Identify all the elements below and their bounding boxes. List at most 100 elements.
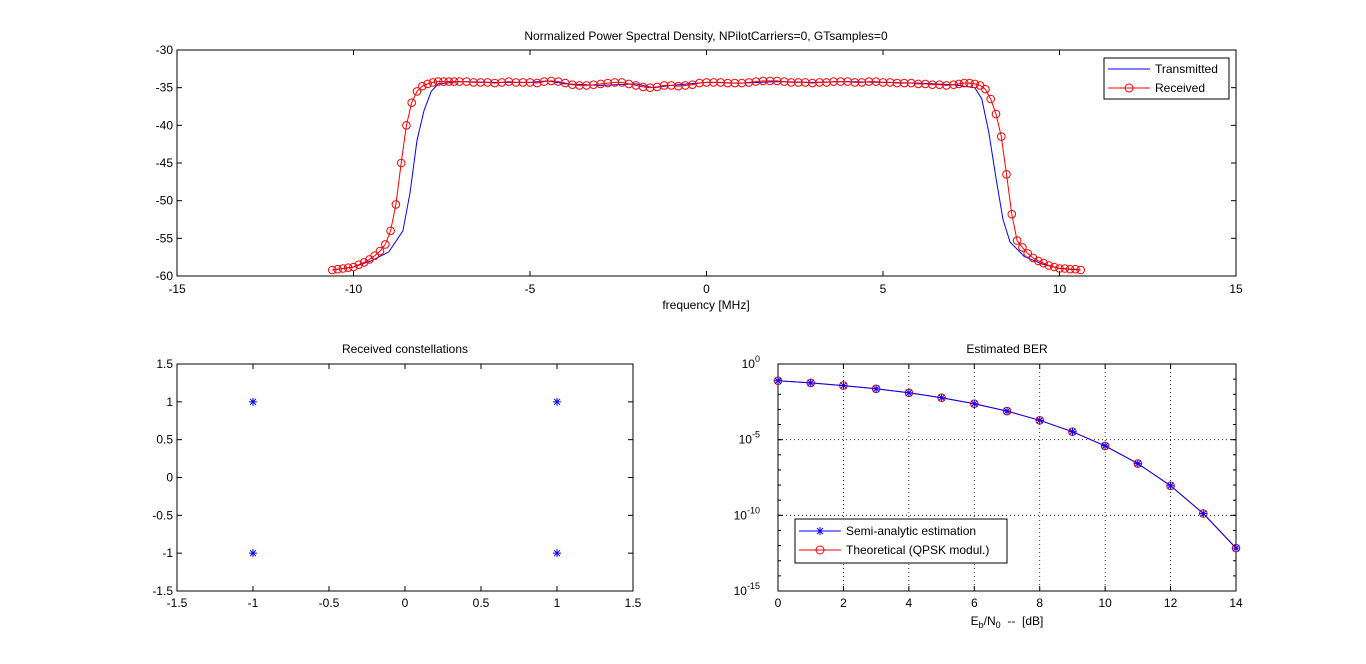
psd-point-received bbox=[674, 81, 683, 91]
psd-ytick-label: -60 bbox=[156, 269, 174, 283]
constellation-axes-frame bbox=[176, 363, 634, 592]
ber-xlabel-sub-0: 0 bbox=[996, 620, 1001, 630]
const-ytick-label: -0.5 bbox=[152, 508, 173, 522]
psd-axes-frame bbox=[176, 49, 1237, 277]
psd-point-received bbox=[744, 78, 754, 87]
ber-xlabel: Eb/N0 -- [dB] bbox=[971, 614, 1044, 630]
psd-point-received bbox=[829, 77, 838, 86]
psd-point-received bbox=[1028, 253, 1038, 263]
const-xtick-label: 1.5 bbox=[625, 596, 642, 610]
psd-point-received bbox=[518, 78, 528, 87]
psd-xtick-label: 0 bbox=[703, 282, 710, 296]
const-ytick-label: -1.5 bbox=[152, 584, 173, 598]
ber-grid bbox=[778, 364, 1236, 591]
const-xtick-label: -1.5 bbox=[167, 596, 188, 610]
ber-xlabel-unit: -- [dB] bbox=[1001, 614, 1044, 628]
const-xtick-label: -0.5 bbox=[319, 596, 340, 610]
psd-xtick-label: 5 bbox=[880, 282, 887, 296]
psd-point-received bbox=[375, 246, 385, 256]
psd-point-received bbox=[428, 78, 438, 87]
psd-point-received bbox=[462, 77, 471, 86]
psd-xlabel: frequency [MHz] bbox=[662, 298, 749, 312]
psd-plot: -15 -10 -5 0 5 10 15-30-35-40-45-50-55-60 Norm… bbox=[156, 29, 1243, 312]
ber-point-semi-analytic bbox=[774, 376, 782, 385]
psd-point-received bbox=[402, 121, 411, 130]
psd-point-received bbox=[709, 78, 718, 87]
psd-point-received bbox=[511, 78, 521, 87]
const-ytick-label: 1.5 bbox=[156, 357, 173, 371]
ber-legend-box bbox=[794, 518, 1008, 564]
psd-legend-box bbox=[1103, 57, 1230, 100]
constellation-point bbox=[553, 549, 561, 558]
ber-xtick-label: 6 bbox=[971, 596, 978, 610]
psd-point-received bbox=[1049, 262, 1059, 272]
legend-theoretical-marker bbox=[815, 545, 825, 555]
ber-ytick-base: 10 bbox=[734, 508, 748, 522]
ber-ytick-exp: -15 bbox=[747, 581, 760, 591]
psd-point-received bbox=[412, 87, 422, 96]
psd-point-received bbox=[1071, 264, 1080, 274]
ber-xtick-label: 0 bbox=[775, 596, 782, 610]
ber-title: Estimated BER bbox=[966, 342, 1048, 356]
legend-transmitted-label: Transmitted bbox=[1155, 62, 1218, 76]
psd-point-received bbox=[850, 78, 860, 87]
psd-legend: Transmitted Received bbox=[1103, 57, 1230, 100]
psd-point-received bbox=[381, 240, 390, 249]
psd-point-received bbox=[575, 81, 584, 90]
psd-point-received bbox=[1002, 170, 1011, 179]
const-ytick-label: 1 bbox=[166, 395, 173, 409]
ber-ytick-exp: -5 bbox=[752, 430, 760, 440]
legend-semi-analytic-marker bbox=[816, 527, 824, 535]
psd-point-received bbox=[878, 78, 888, 87]
psd-ytick-label: -35 bbox=[156, 81, 174, 95]
ber-ytick-base: 10 bbox=[734, 584, 748, 598]
ber-point-semi-analytic bbox=[839, 381, 848, 390]
legend-theoretical-label: Theoretical (QPSK modul.) bbox=[846, 543, 989, 557]
ber-xtick-label: 10 bbox=[1098, 596, 1112, 610]
psd-point-received bbox=[970, 79, 980, 89]
ber-point-semi-analytic bbox=[872, 384, 881, 393]
psd-point-received bbox=[396, 158, 406, 168]
psd-point-received bbox=[582, 81, 591, 90]
psd-point-received bbox=[965, 78, 974, 88]
ber-ytick-exp: 0 bbox=[755, 354, 760, 364]
psd-point-received bbox=[935, 80, 944, 89]
const-xtick-label: -1 bbox=[248, 596, 259, 610]
ber-xlabel-e: E bbox=[971, 614, 979, 628]
psd-point-received bbox=[794, 78, 803, 87]
ber-xtick-label: 2 bbox=[840, 596, 847, 610]
constellation-ticks: -1.5 -1 -0.5 0 0.5 1 1.5 1.5 1 0.5 0 -0.5 -1 -1.5 bbox=[152, 357, 641, 610]
psd-ytick-label: -30 bbox=[156, 43, 174, 57]
psd-point-received bbox=[1044, 261, 1054, 270]
psd-series bbox=[328, 76, 1085, 275]
psd-point-received bbox=[354, 260, 364, 270]
ber-xtick-label: 12 bbox=[1164, 596, 1178, 610]
psd-point-received bbox=[343, 263, 353, 273]
const-ytick-label: -1 bbox=[162, 546, 173, 560]
psd-point-received bbox=[815, 78, 824, 87]
const-ytick-label: 0 bbox=[166, 471, 173, 485]
psd-ytick-label: -55 bbox=[156, 231, 174, 245]
psd-point-received bbox=[1034, 256, 1043, 266]
psd-point-received bbox=[333, 264, 342, 274]
psd-point-received bbox=[349, 262, 358, 272]
psd-point-received bbox=[1065, 264, 1075, 274]
psd-xtick-label: -10 bbox=[345, 282, 363, 296]
ber-xlabel-n: /N bbox=[984, 614, 996, 628]
psd-point-received bbox=[386, 226, 395, 236]
ber-xtick-label: 4 bbox=[906, 596, 913, 610]
psd-xtick-label: -15 bbox=[168, 282, 186, 296]
psd-point-received bbox=[997, 132, 1006, 141]
const-xtick-label: 0.5 bbox=[473, 596, 490, 610]
psd-xtick-label: 15 bbox=[1229, 282, 1243, 296]
ber-point-semi-analytic bbox=[1003, 407, 1011, 416]
psd-ticks: -15 -10 -5 0 5 10 15-30-35-40-45-50-55-60 bbox=[156, 43, 1243, 296]
psd-point-received bbox=[1039, 258, 1048, 268]
psd-point-received bbox=[469, 78, 478, 87]
psd-ytick-label: -40 bbox=[156, 118, 174, 132]
psd-point-received bbox=[928, 80, 937, 89]
psd-point-received bbox=[546, 76, 556, 86]
ber-point-semi-analytic bbox=[1133, 459, 1142, 468]
